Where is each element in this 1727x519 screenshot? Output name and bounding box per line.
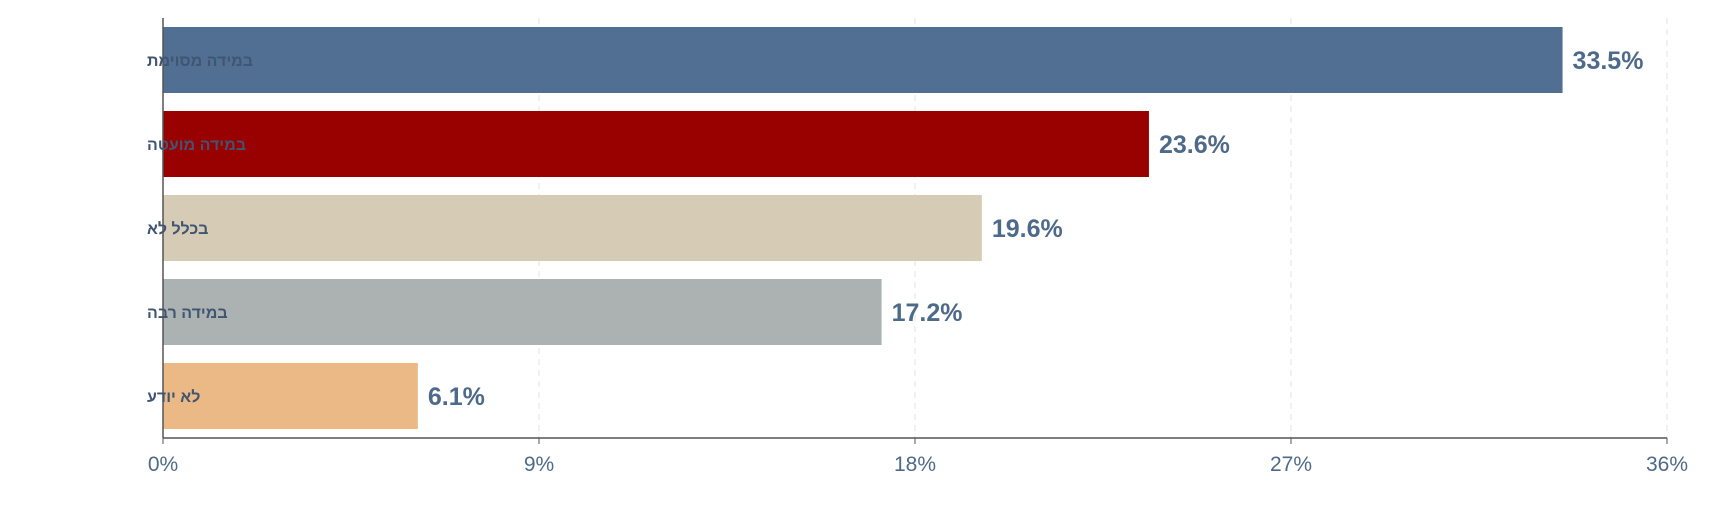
bar bbox=[163, 363, 418, 429]
bar bbox=[163, 111, 1149, 177]
bars bbox=[163, 27, 1563, 429]
value-label: 33.5% bbox=[1573, 47, 1644, 75]
category-label: לא יודע bbox=[147, 388, 200, 406]
value-label: 23.6% bbox=[1159, 131, 1230, 159]
category-label: במידה מועטה bbox=[147, 137, 246, 154]
value-label: 17.2% bbox=[892, 299, 963, 327]
axes bbox=[162, 18, 1668, 444]
bar bbox=[163, 27, 1563, 93]
category-label: במידה מסוימת bbox=[147, 53, 253, 70]
value-label: 19.6% bbox=[992, 215, 1063, 243]
x-tick-label: 36% bbox=[1646, 453, 1688, 476]
x-tick-label: 0% bbox=[148, 453, 178, 476]
labels: 0% 9% 18% 27% 36% במידה מסוימת 33.5% במידה מועט… bbox=[147, 47, 1688, 476]
x-tick-label: 27% bbox=[1270, 453, 1312, 476]
x-tick-label: 18% bbox=[894, 453, 936, 476]
x-tick-label: 9% bbox=[524, 453, 554, 476]
category-label: במידה רבה bbox=[147, 305, 228, 322]
bar bbox=[163, 279, 882, 345]
category-label: בכלל לא bbox=[147, 220, 208, 238]
bar bbox=[163, 195, 982, 261]
value-label: 6.1% bbox=[428, 383, 485, 411]
